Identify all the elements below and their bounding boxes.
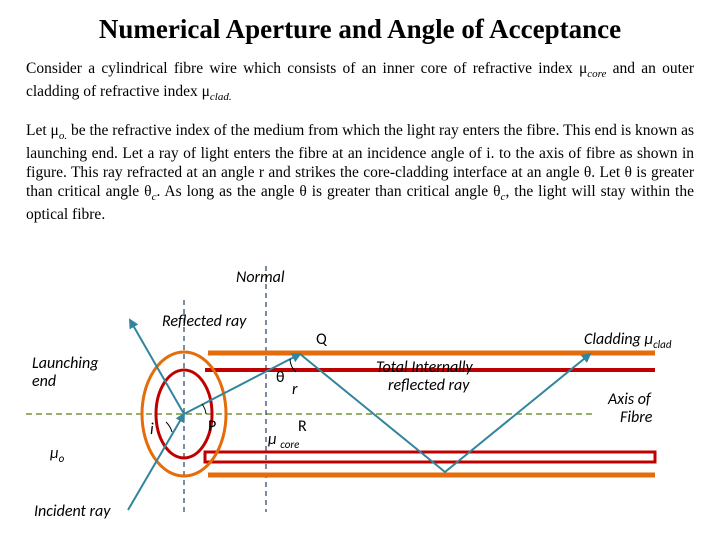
label-axis-1: Axis of [608, 390, 651, 409]
label-axis-2: Fibre [620, 408, 652, 427]
label-mucore-mu: μ [268, 430, 277, 449]
label-launching-end-1: Launching [32, 354, 98, 373]
diagram-area: Normal Reflected ray Launching end i μo … [0, 262, 720, 540]
p1-a: Consider a cylindrical fibre wire which … [26, 60, 587, 77]
p2-a: Let μ [26, 122, 59, 139]
label-P: P [208, 417, 216, 436]
label-launching-end-2: end [32, 372, 56, 391]
label-reflected-ray: Reflected ray [162, 312, 246, 331]
label-cladding-txt: Cladding μ [584, 330, 653, 349]
label-tir-1: Total Internally [376, 358, 473, 377]
p1-sub1: core [587, 68, 606, 80]
label-i: i [150, 420, 154, 439]
p2-sub1: o. [59, 130, 67, 142]
label-mucore-sub: core [280, 438, 299, 451]
label-Q: Q [316, 330, 327, 349]
page-title: Numerical Aperture and Angle of Acceptan… [0, 0, 720, 55]
label-mucore: μ core [268, 430, 299, 451]
label-theta: θ [276, 368, 285, 387]
paragraph-2: Let μo. be the refractive index of the m… [0, 117, 720, 229]
p2-c: . As long as the angle θ is greater than… [156, 183, 500, 200]
paragraph-1: Consider a cylindrical fibre wire which … [0, 55, 720, 109]
label-muo-sub: o [59, 452, 65, 465]
label-cladding-sub: clad [653, 338, 671, 351]
label-incident-ray: Incident ray [34, 502, 110, 521]
label-r: r [292, 380, 297, 399]
label-cladding: Cladding μclad [584, 330, 671, 351]
label-muo-mu: μ [50, 444, 59, 463]
p1-sub2: clad. [210, 91, 232, 103]
label-tir-2: reflected ray [388, 376, 469, 395]
label-normal: Normal [236, 268, 285, 287]
label-muo: μo [50, 444, 64, 465]
